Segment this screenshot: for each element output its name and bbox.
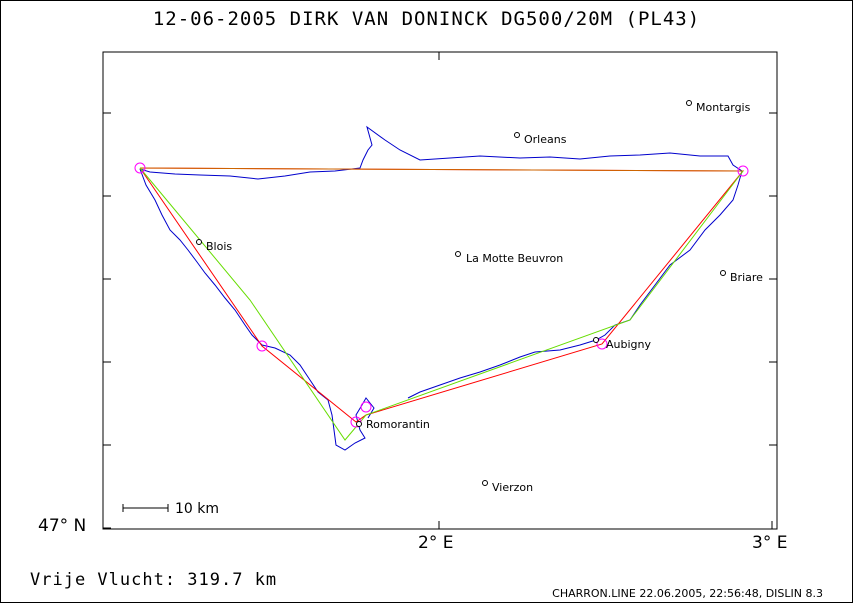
y-tick-47n: 47° N — [38, 516, 86, 536]
x-tick-2e: 2° E — [418, 533, 453, 553]
turnpoint-2 — [737, 165, 749, 177]
distance-label: Vrije Vlucht: 319.7 km — [30, 570, 278, 590]
declared-route — [139, 167, 745, 423]
place-label-orleans: Orleans — [524, 133, 567, 146]
place-label-vierzon: Vierzon — [492, 481, 533, 494]
place-label-montargis: Montargis — [696, 101, 751, 114]
page-title: 12-06-2005 DIRK VAN DONINCK DG500/20M (P… — [152, 8, 701, 30]
x-tick-3e: 3° E — [752, 533, 787, 553]
scale-bar — [122, 504, 169, 512]
place-markers — [196, 100, 726, 486]
gps-track — [139, 125, 743, 399]
place-marker — [593, 337, 599, 343]
optimized-route — [139, 167, 744, 441]
place-label-romorantin: Romorantin — [366, 418, 430, 431]
place-marker — [196, 239, 202, 245]
turnpoint-4 — [360, 401, 372, 413]
gps-track-south — [139, 168, 375, 451]
info-label: CHARRON.LINE 22.06.2005, 22:56:48, DISLI… — [552, 587, 823, 600]
turnpoint-1 — [134, 162, 146, 174]
place-label-aubigny: Aubigny — [606, 338, 651, 351]
place-label-blois: Blois — [206, 240, 232, 253]
y-axis-ticks — [103, 52, 777, 529]
place-marker — [720, 270, 726, 276]
place-label-la-motte-beuvron: La Motte Beuvron — [466, 252, 563, 265]
place-marker — [356, 421, 362, 427]
place-marker — [686, 100, 692, 106]
turnpoint-6 — [256, 340, 268, 352]
scale-bar-label: 10 km — [175, 501, 219, 517]
turnpoint-3 — [596, 338, 608, 350]
place-marker — [514, 132, 520, 138]
orange-leg — [139, 167, 744, 172]
turnpoints — [134, 162, 749, 428]
place-marker — [482, 480, 488, 486]
place-marker — [455, 251, 461, 257]
place-label-briare: Briare — [730, 271, 763, 284]
